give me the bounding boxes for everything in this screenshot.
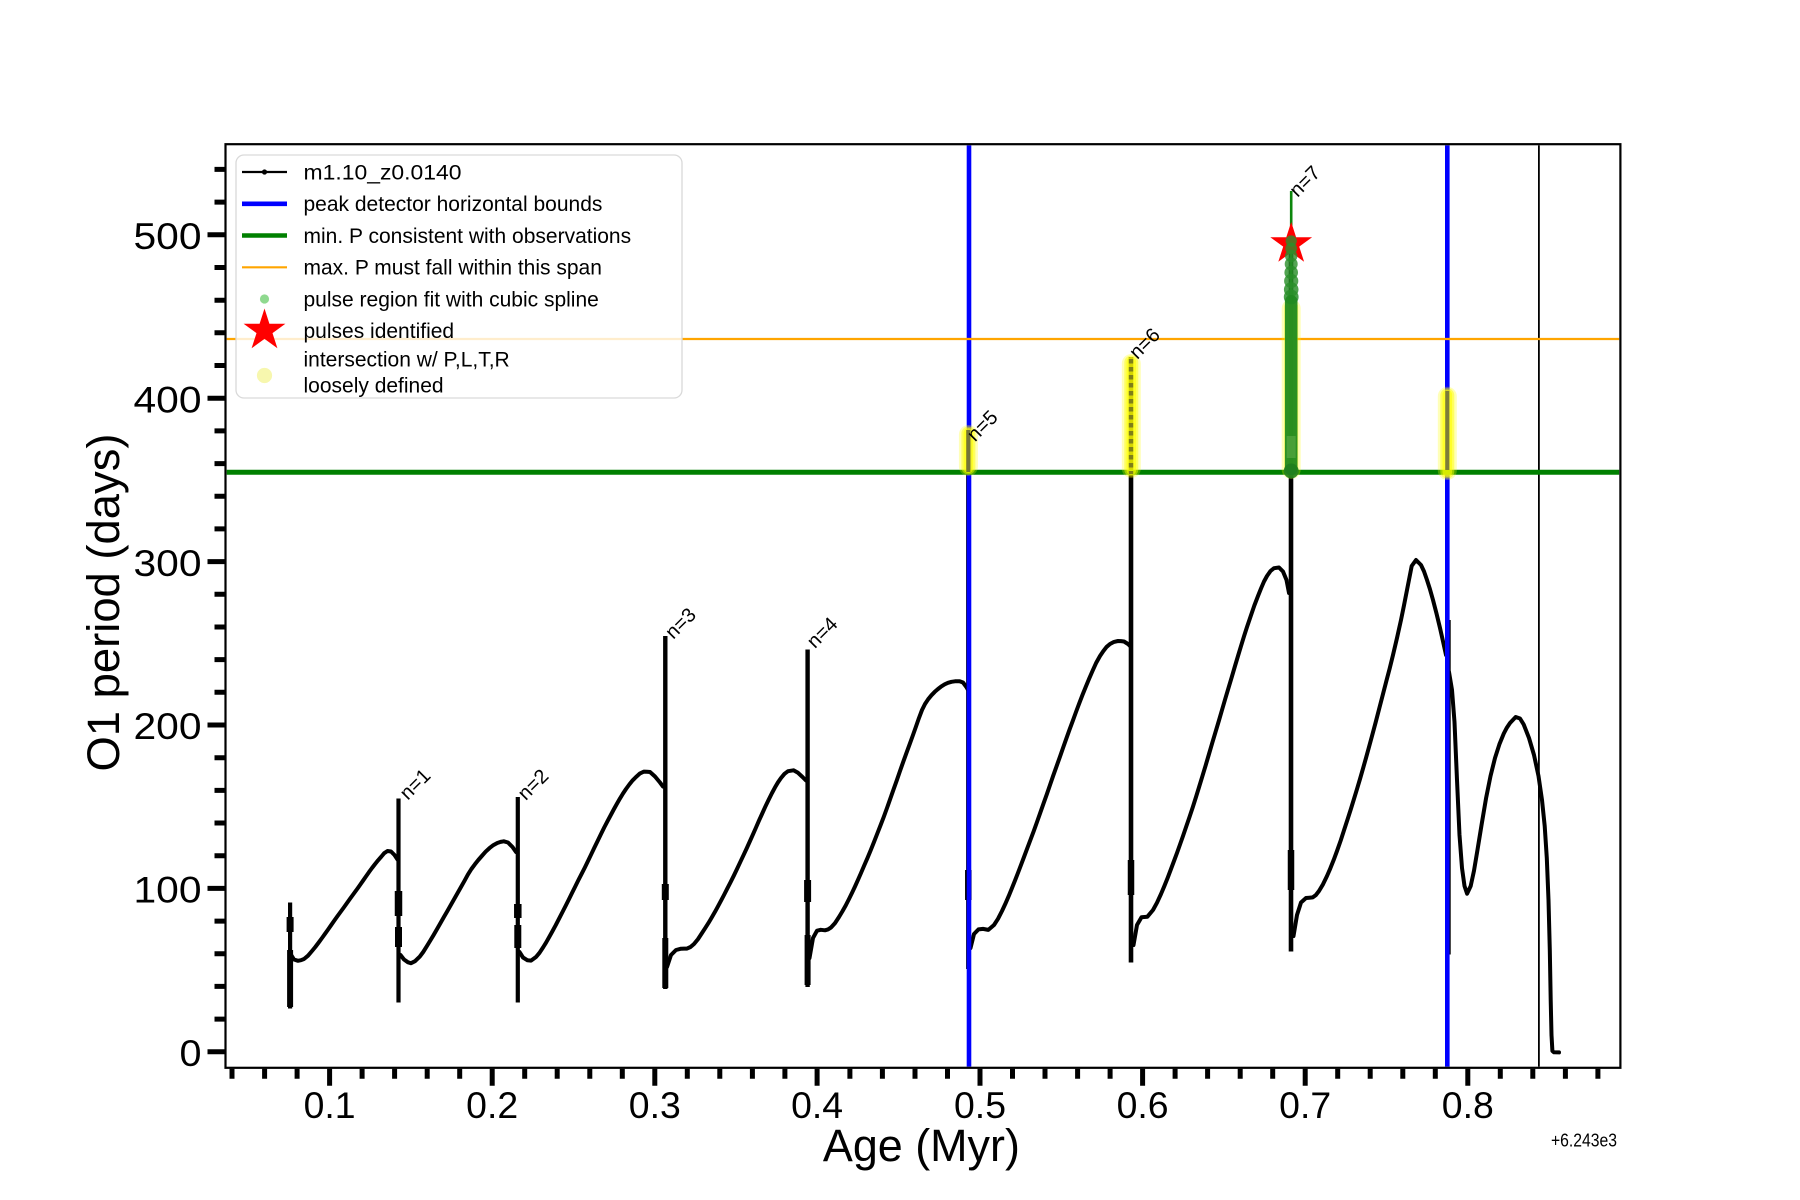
svg-text:0.3: 0.3 [629,1085,681,1126]
svg-text:100: 100 [134,870,202,911]
svg-text:200: 200 [134,706,202,747]
svg-text:m1.10_z0.0140: m1.10_z0.0140 [304,161,462,184]
svg-text:peak detector horizontal bound: peak detector horizontal bounds [304,193,603,216]
svg-text:0.8: 0.8 [1442,1085,1494,1126]
svg-text:pulses identified: pulses identified [304,320,455,343]
svg-text:intersection w/ P,L,T,R: intersection w/ P,L,T,R [304,349,510,372]
svg-text:pulse region fit with cubic sp: pulse region fit with cubic spline [304,288,599,311]
svg-text:O1 period (days): O1 period (days) [78,434,129,772]
svg-text:0.4: 0.4 [791,1085,843,1126]
svg-text:+6.243e3: +6.243e3 [1551,1131,1617,1151]
svg-text:500: 500 [134,216,202,257]
svg-text:400: 400 [134,379,202,420]
svg-text:300: 300 [134,543,202,584]
svg-text:Age (Myr): Age (Myr) [823,1120,1020,1171]
svg-text:min. P consistent with observa: min. P consistent with observations [304,225,632,248]
svg-text:loosely defined: loosely defined [304,375,444,398]
svg-text:0.1: 0.1 [304,1085,356,1126]
svg-text:0: 0 [180,1033,202,1074]
svg-text:max. P must fall within this s: max. P must fall within this span [304,257,602,280]
svg-text:0.5: 0.5 [954,1085,1006,1126]
svg-text:0.2: 0.2 [466,1085,518,1126]
svg-text:0.7: 0.7 [1279,1085,1331,1126]
svg-text:0.6: 0.6 [1117,1085,1169,1126]
